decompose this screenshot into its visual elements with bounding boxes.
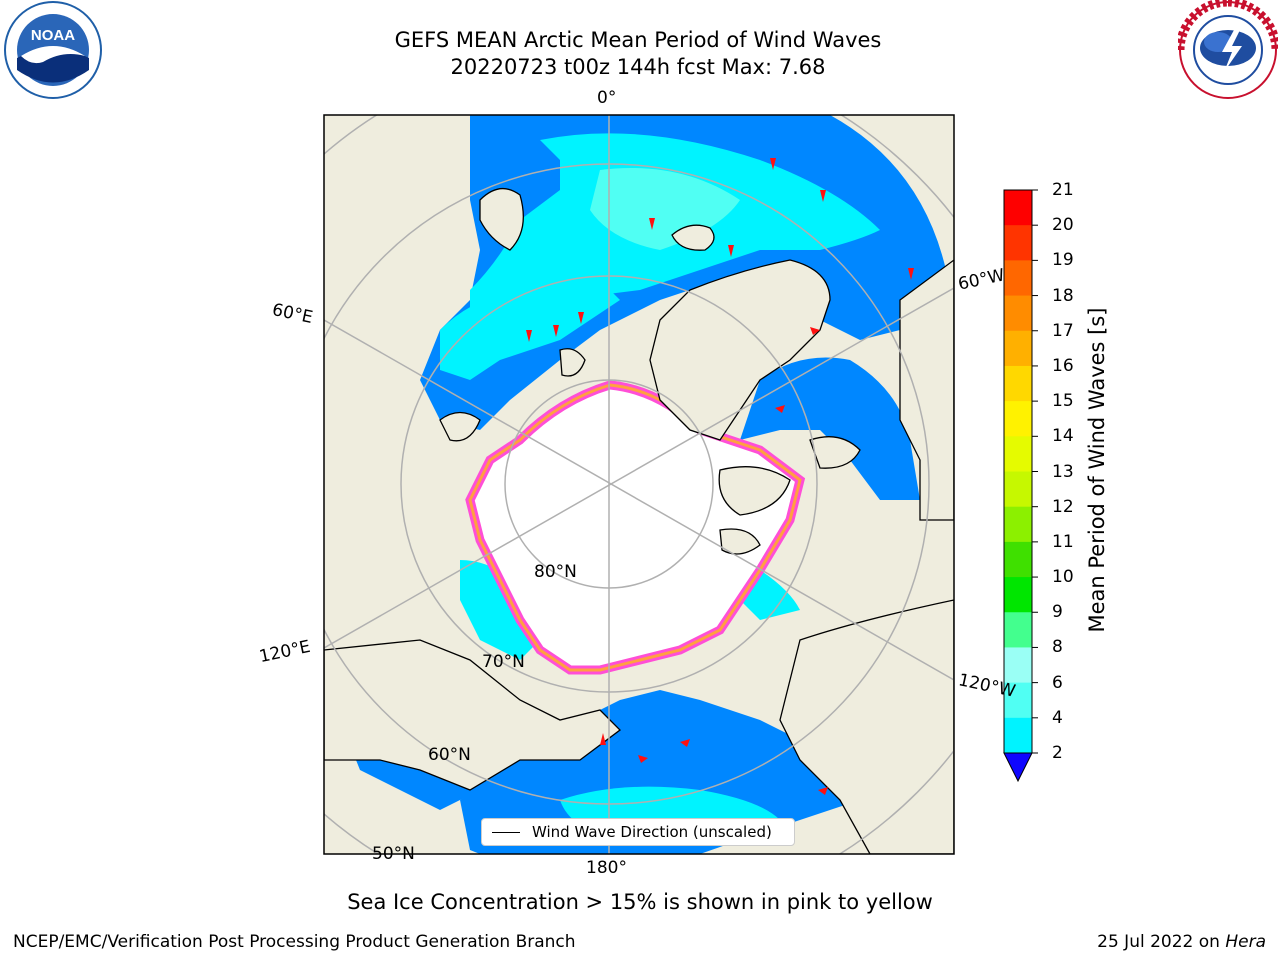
- colorbar-segment: [1004, 717, 1032, 754]
- wind-arrow: [818, 787, 828, 795]
- nws-logo: [1178, 0, 1278, 99]
- colorbar-segment: [1004, 541, 1032, 578]
- wind-arrow: [553, 325, 559, 337]
- colorbar-tick-label: 8: [1052, 637, 1063, 658]
- colorbar-tick-label: 4: [1052, 707, 1063, 728]
- colorbar-label: Mean Period of Wind Waves [s]: [1085, 307, 1109, 633]
- map-legend: Wind Wave Direction (unscaled): [481, 818, 795, 846]
- colorbar-tick-label: 17: [1052, 320, 1074, 341]
- colorbar-tick-label: 11: [1052, 531, 1074, 552]
- colorbar-segment: [1004, 330, 1032, 367]
- colorbar-segment: [1004, 612, 1032, 648]
- legend-line-swatch: [492, 831, 520, 833]
- lat-label-70: 70°N: [482, 652, 525, 672]
- date-system: Hera: [1225, 932, 1266, 952]
- colorbar-tick-label: 9: [1052, 602, 1063, 623]
- lat-label-80: 80°N: [534, 562, 577, 582]
- lon-label-0: 0°: [597, 88, 617, 108]
- chart-title: GEFS MEAN Arctic Mean Period of Wind Wav…: [394, 28, 882, 52]
- colorbar-tick-label: 6: [1052, 672, 1063, 693]
- colorbar-segment: [1004, 436, 1032, 472]
- colorbar-tick-label: 19: [1052, 250, 1074, 271]
- colorbar-segment: [1004, 190, 1032, 226]
- sea-ice-note: Sea Ice Concentration > 15% is shown in …: [347, 890, 933, 914]
- lon-label-180: 180°: [586, 858, 627, 878]
- colorbar-extend-arrow: [1003, 752, 1033, 783]
- wind-arrow: [820, 190, 826, 202]
- lat-label-60: 60°N: [428, 745, 471, 765]
- colorbar-segment: [1004, 647, 1032, 684]
- lat-label-50: 50°N: [372, 844, 415, 864]
- wind-arrow: [649, 218, 655, 230]
- colorbar-tick-label: 15: [1052, 391, 1074, 412]
- wind-arrow: [526, 330, 532, 342]
- wind-arrow: [770, 158, 776, 170]
- colorbar-tick-label: 10: [1052, 567, 1074, 588]
- graticule: [324, 115, 954, 854]
- colorbar-segment: [1004, 682, 1032, 719]
- colorbar-segment: [1004, 295, 1032, 332]
- noaa-logo-text: NOAA: [31, 27, 75, 44]
- wind-arrow: [638, 755, 648, 763]
- date-text: 25 Jul 2022 on Hera: [1097, 932, 1266, 952]
- wind-arrow: [810, 327, 820, 335]
- wind-arrow: [908, 268, 914, 280]
- colorbar-segment: [1004, 577, 1032, 613]
- wind-arrows: [526, 158, 914, 795]
- colorbar: [1003, 189, 1038, 783]
- wind-arrow: [578, 312, 584, 324]
- colorbar-tick-label: 13: [1052, 461, 1074, 482]
- chart-subtitle: 20220723 t00z 144h fcst Max: 7.68: [450, 55, 826, 79]
- credit-text: NCEP/EMC/Verification Post Processing Pr…: [13, 932, 576, 952]
- colorbar-segment: [1004, 471, 1032, 508]
- colorbar-segment: [1004, 225, 1032, 261]
- coastlines: [324, 188, 954, 854]
- legend-label: Wind Wave Direction (unscaled): [532, 823, 772, 841]
- colorbar-tick-label: 20: [1052, 215, 1074, 236]
- colorbar-tick-label: 21: [1052, 180, 1074, 200]
- wind-arrow: [680, 739, 690, 747]
- date-prefix: 25 Jul 2022 on: [1097, 932, 1226, 952]
- map-frame: [323, 114, 955, 855]
- colorbar-segment: [1004, 506, 1032, 543]
- wind-arrow: [728, 245, 734, 257]
- colorbar-tick-label: 18: [1052, 285, 1074, 306]
- wind-arrow: [775, 405, 785, 413]
- colorbar-tick-label: 14: [1052, 426, 1074, 447]
- colorbar-segment: [1004, 401, 1032, 437]
- colorbar-segment: [1004, 260, 1032, 297]
- wind-arrow: [600, 733, 606, 745]
- colorbar-segment: [1004, 365, 1032, 402]
- colorbar-tick-label: 2: [1052, 743, 1063, 763]
- noaa-logo: NOAA: [4, 1, 102, 99]
- colorbar-tick-label: 12: [1052, 496, 1074, 517]
- colorbar-tick-label: 16: [1052, 355, 1074, 376]
